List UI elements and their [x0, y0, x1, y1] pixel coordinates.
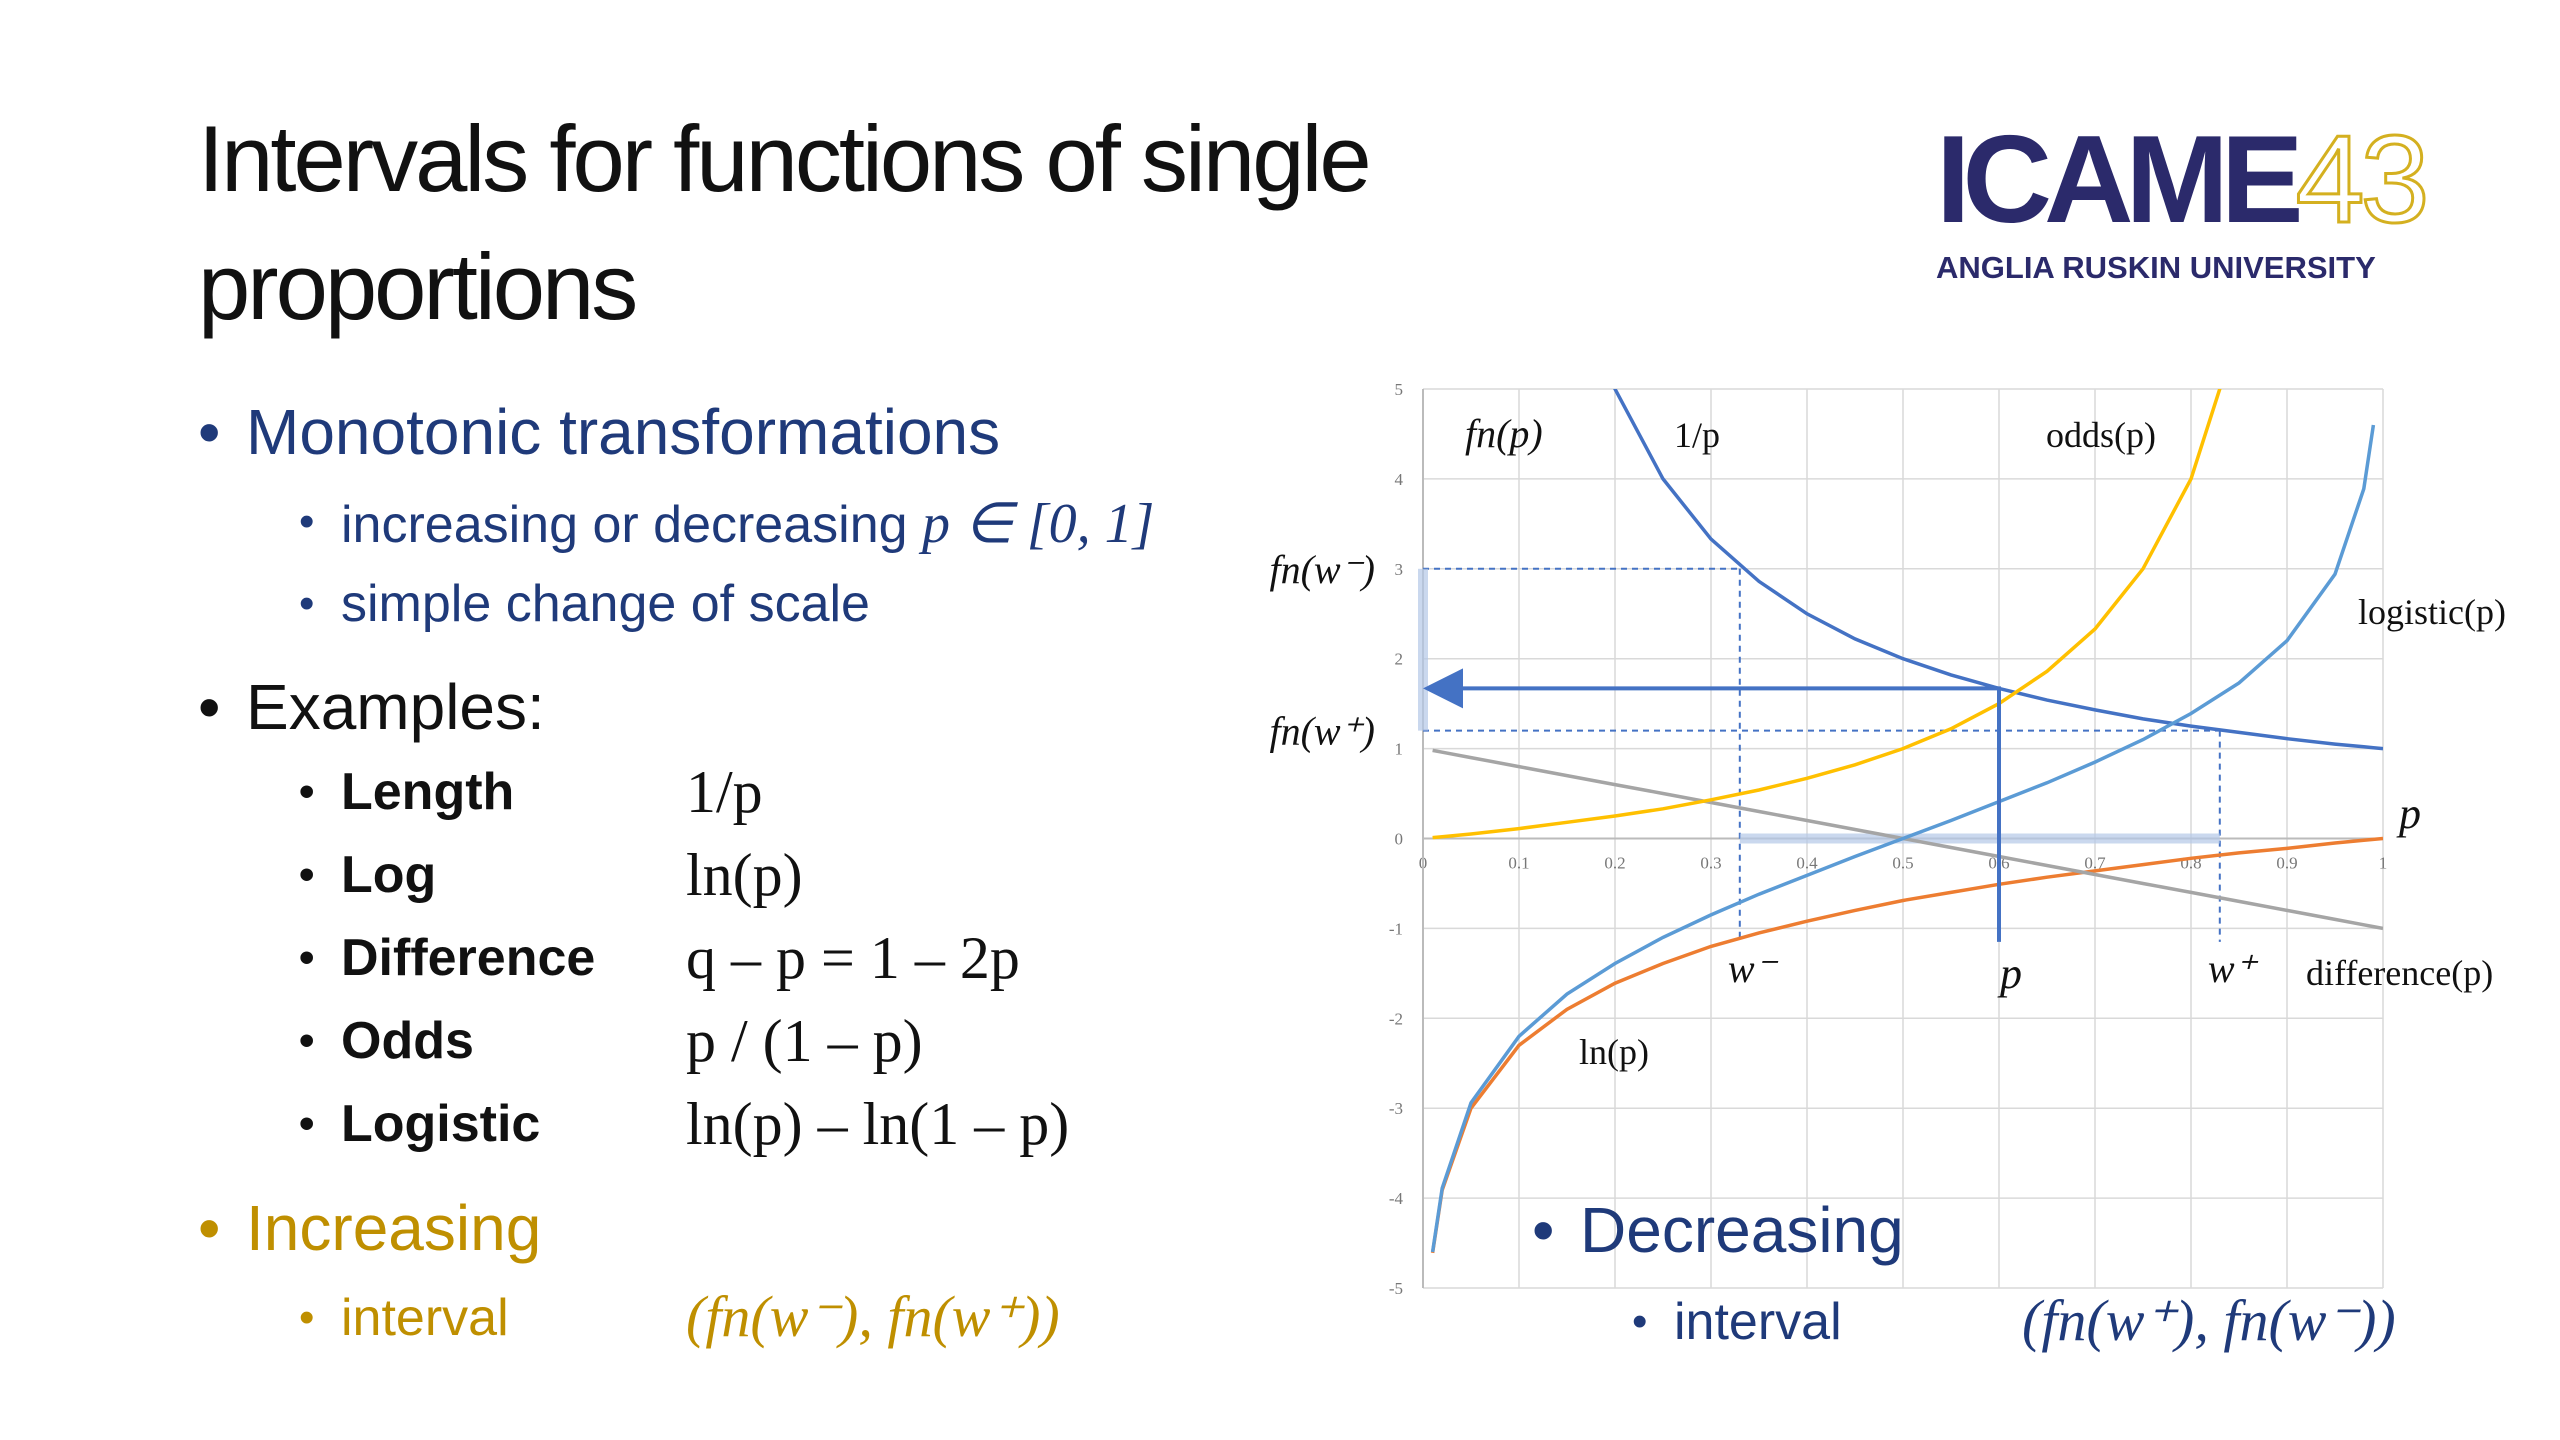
- series-line: [1432, 389, 2222, 840]
- guide-x-label: w⁺: [2208, 946, 2259, 991]
- y-axis-label: fn(p): [1465, 411, 1543, 456]
- arrow-label: p: [1997, 949, 2022, 998]
- x-tick-label: 1: [2379, 854, 2388, 873]
- logo-subtitle: ANGLIA RUSKIN UNIVERSITY: [1936, 250, 2376, 285]
- series-label: ln(p): [1579, 1032, 1649, 1072]
- y-tick-label: -5: [1389, 1279, 1403, 1298]
- logo-name-text: ICAME: [1936, 111, 2304, 249]
- example-formula: p / (1 – p): [686, 1008, 923, 1074]
- series-label: 1/p: [1674, 415, 1720, 455]
- sub-bullet: interval: [299, 1292, 509, 1344]
- x-tick-label: 0.2: [1604, 854, 1625, 873]
- series-label: odds(p): [2046, 415, 2156, 455]
- example-formula: ln(p): [686, 842, 803, 908]
- y-tick-label: 0: [1395, 830, 1404, 849]
- guide-x-label: w⁻: [1728, 946, 1779, 991]
- sub-bullet-math: p ∈ [0, 1]: [922, 493, 1155, 555]
- bullet-heading: Increasing: [198, 1196, 541, 1260]
- y-tick-label: 1: [1395, 740, 1404, 759]
- guide-y-label: fn(w⁻): [1269, 547, 1375, 592]
- y-tick-label: 4: [1395, 470, 1404, 489]
- series-group: [1430, 389, 2383, 1254]
- series-line: [1432, 748, 2383, 931]
- x-tick-label: 0.9: [2276, 854, 2297, 873]
- example-formula: 1/p: [686, 759, 763, 825]
- x-tick-label: 0.4: [1796, 854, 1818, 873]
- x-tick-label: 0.5: [1892, 854, 1913, 873]
- arrow: [1423, 668, 2001, 942]
- logo-name: ICAME43: [1936, 117, 2431, 244]
- sub-bullet: increasing or decreasing p ∈ [0, 1]: [299, 493, 1155, 555]
- bullet-heading: Examples:: [198, 675, 545, 739]
- example-name: Log: [299, 849, 436, 901]
- sub-bullet: interval: [1632, 1296, 1842, 1348]
- series-line: [1430, 424, 2376, 1253]
- guide-y-label: fn(w⁺): [1269, 709, 1375, 754]
- y-tick-label: 5: [1395, 380, 1404, 399]
- series-line: [1613, 389, 2383, 751]
- series-line: [1430, 836, 2383, 1254]
- y-tick-label: -2: [1389, 1009, 1403, 1028]
- x-tick-label: 0.7: [2084, 854, 2106, 873]
- sub-bullet-text: increasing or decreasing: [341, 496, 908, 554]
- series-label: logistic(p): [2358, 592, 2506, 632]
- formula: (fn(w⁻), fn(w⁺)): [686, 1284, 1060, 1349]
- bullet-heading: Monotonic transformations: [198, 400, 1000, 464]
- y-tick-label: -1: [1389, 919, 1403, 938]
- bullet-heading: Decreasing: [1532, 1198, 1904, 1262]
- sub-bullet: simple change of scale: [299, 578, 870, 630]
- example-name: Logistic: [299, 1098, 540, 1150]
- interval-band: [1418, 568, 1428, 731]
- example-name: Difference: [299, 932, 595, 984]
- example-formula: ln(p) – ln(1 – p): [686, 1091, 1070, 1157]
- example-name: Length: [299, 766, 514, 818]
- interval-band: [1739, 833, 2220, 844]
- example-formula: q – p = 1 – 2p: [686, 925, 1020, 991]
- formula: (fn(w⁺), fn(w⁻)): [2022, 1288, 2396, 1353]
- y-tick-label: -4: [1389, 1189, 1404, 1208]
- series-label: difference(p): [2306, 953, 2493, 993]
- logo-number: 43: [2294, 111, 2431, 249]
- y-tick-label: -3: [1389, 1099, 1403, 1118]
- x-tick-label: 0.1: [1508, 854, 1529, 873]
- title: Intervals for functions of single propor…: [198, 106, 1372, 339]
- y-tick-label: 3: [1395, 560, 1404, 579]
- x-axis-label: p: [2396, 789, 2421, 838]
- example-name: Odds: [299, 1015, 474, 1067]
- y-tick-label: 2: [1395, 650, 1404, 669]
- x-tick-label: 0.3: [1700, 854, 1721, 873]
